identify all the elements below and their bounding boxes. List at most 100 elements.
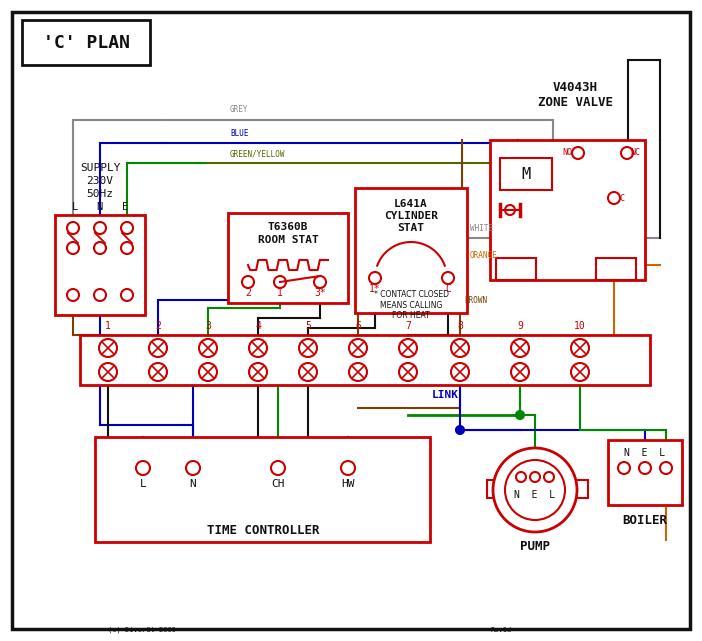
Circle shape bbox=[621, 147, 633, 159]
Text: WHITE: WHITE bbox=[470, 224, 493, 233]
Circle shape bbox=[121, 242, 133, 254]
Text: C: C bbox=[619, 194, 625, 203]
Circle shape bbox=[511, 339, 529, 357]
FancyBboxPatch shape bbox=[22, 20, 150, 65]
Text: TIME CONTROLLER: TIME CONTROLLER bbox=[207, 524, 319, 537]
Circle shape bbox=[516, 411, 524, 419]
Circle shape bbox=[456, 426, 464, 434]
Text: GREY: GREY bbox=[230, 105, 249, 114]
Circle shape bbox=[493, 448, 577, 532]
Circle shape bbox=[67, 222, 79, 234]
Text: CH: CH bbox=[271, 479, 285, 489]
Circle shape bbox=[271, 461, 285, 475]
FancyBboxPatch shape bbox=[500, 158, 552, 190]
Text: 4: 4 bbox=[255, 321, 261, 331]
Text: SUPPLY: SUPPLY bbox=[80, 163, 120, 173]
Circle shape bbox=[516, 472, 526, 482]
Text: 2: 2 bbox=[155, 321, 161, 331]
Text: 3*: 3* bbox=[314, 288, 326, 298]
Text: 5: 5 bbox=[305, 321, 311, 331]
FancyBboxPatch shape bbox=[95, 437, 430, 542]
Circle shape bbox=[249, 363, 267, 381]
Text: C: C bbox=[445, 284, 451, 294]
Circle shape bbox=[349, 339, 367, 357]
Text: 6: 6 bbox=[355, 321, 361, 331]
Text: 50Hz: 50Hz bbox=[86, 189, 114, 199]
Text: L641A: L641A bbox=[394, 199, 428, 209]
Text: GREEN/YELLOW: GREEN/YELLOW bbox=[230, 149, 286, 158]
FancyBboxPatch shape bbox=[608, 440, 682, 505]
Circle shape bbox=[67, 289, 79, 301]
Circle shape bbox=[571, 339, 589, 357]
Text: 9: 9 bbox=[517, 321, 523, 331]
Circle shape bbox=[341, 461, 355, 475]
FancyBboxPatch shape bbox=[487, 480, 501, 498]
FancyBboxPatch shape bbox=[574, 480, 588, 498]
Text: 1*: 1* bbox=[369, 284, 381, 294]
FancyBboxPatch shape bbox=[596, 258, 636, 280]
Text: 7: 7 bbox=[405, 321, 411, 331]
Text: BOILER: BOILER bbox=[623, 513, 668, 526]
Text: NO: NO bbox=[562, 147, 572, 156]
FancyBboxPatch shape bbox=[490, 140, 645, 280]
Text: 3: 3 bbox=[205, 321, 211, 331]
Text: L: L bbox=[140, 479, 147, 489]
Circle shape bbox=[530, 472, 540, 482]
Circle shape bbox=[249, 339, 267, 357]
Circle shape bbox=[186, 461, 200, 475]
Text: 'C' PLAN: 'C' PLAN bbox=[43, 34, 129, 52]
Text: CYLINDER: CYLINDER bbox=[384, 211, 438, 221]
Text: BLUE: BLUE bbox=[230, 129, 249, 138]
Text: N: N bbox=[190, 479, 197, 489]
Circle shape bbox=[94, 289, 106, 301]
Circle shape bbox=[99, 363, 117, 381]
Text: 230V: 230V bbox=[86, 176, 114, 186]
Circle shape bbox=[149, 363, 167, 381]
Circle shape bbox=[572, 147, 584, 159]
Circle shape bbox=[442, 272, 454, 284]
Circle shape bbox=[94, 242, 106, 254]
Text: 1: 1 bbox=[105, 321, 111, 331]
Circle shape bbox=[639, 462, 651, 474]
Circle shape bbox=[571, 363, 589, 381]
Text: M: M bbox=[522, 167, 531, 181]
Circle shape bbox=[299, 363, 317, 381]
Text: ROOM STAT: ROOM STAT bbox=[258, 235, 319, 245]
Text: 2: 2 bbox=[245, 288, 251, 298]
FancyBboxPatch shape bbox=[12, 12, 690, 629]
Circle shape bbox=[121, 289, 133, 301]
Circle shape bbox=[544, 472, 554, 482]
Circle shape bbox=[399, 363, 417, 381]
FancyBboxPatch shape bbox=[355, 188, 467, 313]
Text: N  E  L: N E L bbox=[515, 490, 555, 500]
Circle shape bbox=[299, 339, 317, 357]
Text: BROWN: BROWN bbox=[464, 296, 487, 304]
FancyBboxPatch shape bbox=[80, 335, 650, 385]
Circle shape bbox=[274, 276, 286, 288]
FancyBboxPatch shape bbox=[496, 258, 536, 280]
Text: PUMP: PUMP bbox=[520, 540, 550, 553]
Circle shape bbox=[94, 222, 106, 234]
Circle shape bbox=[149, 339, 167, 357]
Circle shape bbox=[199, 339, 217, 357]
Circle shape bbox=[505, 205, 515, 215]
Circle shape bbox=[660, 462, 672, 474]
Circle shape bbox=[399, 339, 417, 357]
Circle shape bbox=[511, 363, 529, 381]
Text: HW: HW bbox=[341, 479, 355, 489]
Text: 8: 8 bbox=[457, 321, 463, 331]
Circle shape bbox=[121, 222, 133, 234]
Circle shape bbox=[242, 276, 254, 288]
Circle shape bbox=[451, 339, 469, 357]
Circle shape bbox=[199, 363, 217, 381]
Circle shape bbox=[136, 461, 150, 475]
Circle shape bbox=[618, 462, 630, 474]
Text: ORANGE: ORANGE bbox=[470, 251, 498, 260]
Text: LINK: LINK bbox=[432, 390, 458, 400]
Circle shape bbox=[314, 276, 326, 288]
Text: L   N   E: L N E bbox=[72, 202, 128, 212]
Circle shape bbox=[505, 460, 565, 520]
Circle shape bbox=[608, 192, 620, 204]
Text: N  E  L: N E L bbox=[625, 448, 665, 458]
Circle shape bbox=[349, 363, 367, 381]
